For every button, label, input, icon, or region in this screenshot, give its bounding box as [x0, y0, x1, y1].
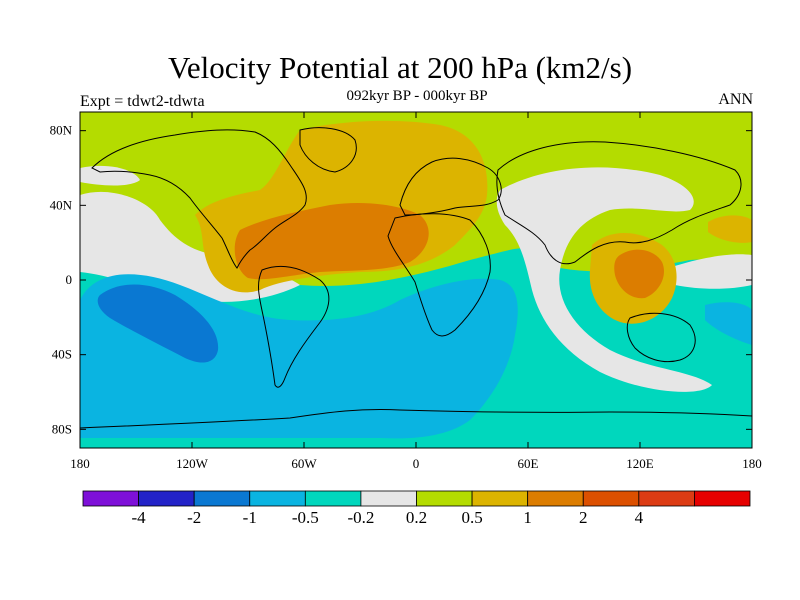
colorbar: -4 -2 -1 -0.5 -0.2 0.2 0.5 1 2 4	[82, 490, 751, 527]
field-blue	[97, 284, 219, 363]
field-yellow-npac	[708, 215, 752, 243]
colorbar-label: 0.2	[406, 508, 427, 527]
coast-africa	[387, 213, 491, 337]
y-tick-label: 80S	[52, 421, 72, 436]
field-orange-maritime	[614, 249, 665, 299]
colorbar-swatch	[527, 490, 584, 507]
colorbar-swatch	[193, 490, 251, 507]
x-tick-label: 180	[70, 456, 90, 471]
y-tick-label: 80N	[50, 123, 73, 138]
colorbar-swatch	[416, 490, 473, 507]
x-axis: 180 120W 60W 0 60E 120E 180	[70, 112, 762, 471]
colorbar-swatch	[638, 490, 695, 507]
x-tick-label: 0	[413, 456, 420, 471]
colorbar-swatch	[471, 490, 529, 507]
map-field	[80, 112, 752, 448]
experiment-label: Expt = tdwt2-tdwta	[80, 93, 205, 110]
field-gray-npac	[80, 165, 140, 186]
colorbar-swatch	[582, 490, 640, 507]
y-tick-label: 0	[66, 272, 73, 287]
colorbar-label: -0.5	[292, 508, 319, 527]
y-axis: 80N 40N 0 40S 80S	[50, 123, 752, 436]
field-gray-wpac	[668, 254, 752, 289]
colorbar-label: 1	[523, 508, 532, 527]
colorbar-label: -0.2	[347, 508, 374, 527]
colorbar-label: 2	[579, 508, 588, 527]
colorbar-swatch	[360, 490, 417, 507]
field-cyan-east	[705, 302, 752, 345]
coastlines	[80, 127, 752, 429]
coast-asia	[496, 141, 742, 265]
coast-north-america	[91, 129, 307, 269]
chart-title: Velocity Potential at 200 hPa (km2/s)	[167, 50, 633, 85]
y-tick-label: 40S	[52, 347, 72, 362]
x-tick-label: 180	[742, 456, 762, 471]
coast-south-america	[258, 265, 330, 388]
colorbar-swatch	[82, 490, 139, 507]
field-gray-indian	[496, 167, 712, 392]
colorbar-swatch	[249, 490, 306, 507]
colorbar-label: 0.5	[461, 508, 482, 527]
colorbar-label: -4	[131, 508, 146, 527]
colorbar-label: -1	[243, 508, 257, 527]
x-tick-label: 60W	[291, 456, 317, 471]
x-tick-label: 120E	[626, 456, 654, 471]
x-tick-label: 120W	[176, 456, 209, 471]
colorbar-swatch	[304, 490, 362, 507]
colorbar-label: -2	[187, 508, 201, 527]
season-label: ANN	[718, 91, 753, 108]
chart-subtitle: 092kyr BP - 000kyr BP	[346, 88, 488, 104]
coast-greenland	[299, 127, 357, 173]
colorbar-label: 4	[635, 508, 644, 527]
coast-australia	[626, 312, 696, 363]
colorbar-swatch	[694, 490, 751, 507]
colorbar-swatch	[138, 490, 195, 507]
coast-antarctica	[80, 408, 752, 429]
x-tick-label: 60E	[518, 456, 539, 471]
y-tick-label: 40N	[50, 197, 73, 212]
coast-europe	[399, 157, 502, 216]
